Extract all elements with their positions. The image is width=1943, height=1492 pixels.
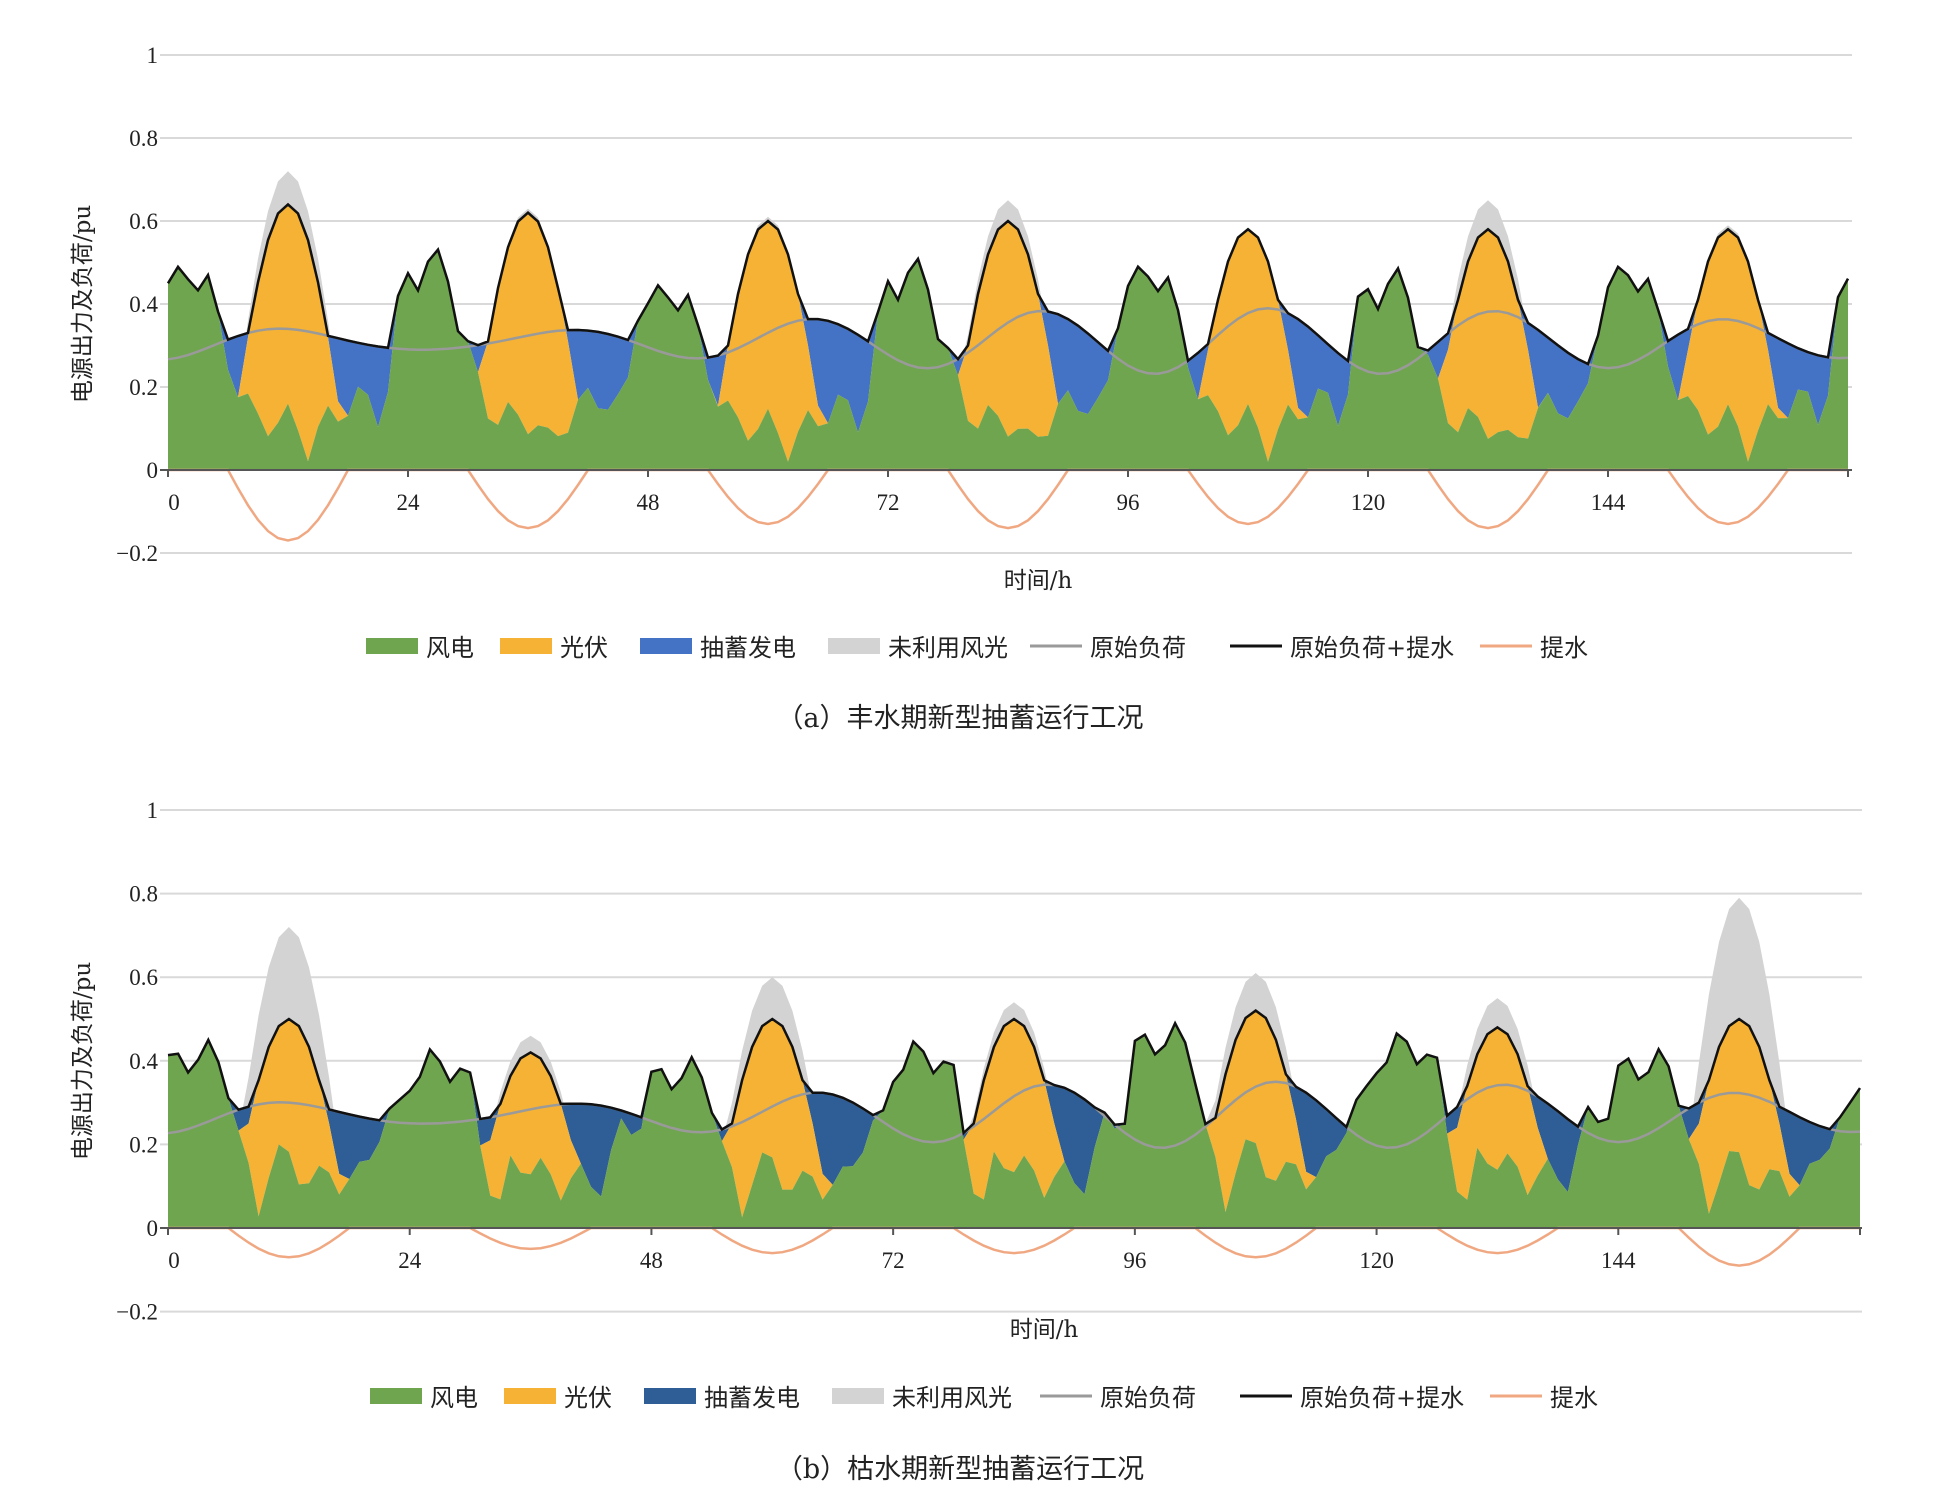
x-tick-label: 144 (1591, 490, 1626, 515)
y-tick-label: 0.6 (129, 965, 158, 990)
legend-swatch (366, 638, 418, 654)
pumped-storage-area (168, 1010, 1860, 1197)
x-tick-label: 144 (1601, 1248, 1636, 1273)
wind-area (168, 1023, 1860, 1228)
pv-area (168, 1010, 1860, 1218)
legend-label: 原始负荷 (1100, 1384, 1196, 1412)
x-tick-label: 24 (397, 490, 421, 515)
x-tick-label: 24 (398, 1248, 422, 1273)
legend-swatch (644, 1388, 696, 1404)
legend-swatch (640, 638, 692, 654)
x-tick-label: 120 (1351, 490, 1386, 515)
legend-label: 原始负荷+提水 (1290, 634, 1454, 662)
y-tick-label: 0.2 (129, 1132, 158, 1157)
chart-panel-a: 1 0.8 0.6 0.4 0.2 0 −0.2 0 24 48 72 96 120 144 电源出力及负荷… (70, 43, 1852, 734)
x-tick-label: 0 (168, 1248, 180, 1273)
x-tick-label: 72 (882, 1248, 905, 1273)
legend-label: 风电 (426, 634, 474, 662)
y-tick-label: −0.2 (116, 541, 158, 566)
load-plus-pump-line (166, 202, 1850, 366)
legend-label: 光伏 (564, 1384, 612, 1412)
x-tick-label: 72 (877, 490, 900, 515)
legend-swatch (828, 638, 880, 654)
y-axis-label: 电源出力及负荷/pu (70, 962, 96, 1160)
panel-caption: （b）枯水期新型抽蓄运行工况 (776, 1454, 1144, 1485)
x-tick-label: 0 (168, 490, 180, 515)
y-tick-label: 0 (147, 458, 159, 483)
legend: 风电 光伏 抽蓄发电 未利用风光 原始负荷 原始负荷+提水 提水 (370, 1384, 1598, 1412)
legend-label: 未利用风光 (888, 634, 1008, 662)
wind-area (168, 249, 1848, 470)
legend-label: 风电 (430, 1384, 478, 1412)
y-tick-label: 0.8 (129, 882, 158, 907)
y-tick-label: 0.2 (129, 375, 158, 400)
y-tick-label: 0.6 (129, 209, 158, 234)
legend-swatch (500, 638, 552, 654)
y-tick-label: 1 (147, 43, 159, 68)
legend-label: 抽蓄发电 (700, 634, 796, 662)
y-tick-label: 0.8 (129, 126, 158, 151)
x-tick-label: 48 (640, 1248, 663, 1273)
y-tick-label: −0.2 (116, 1300, 158, 1325)
y-tick-label: 0.4 (129, 292, 158, 317)
legend-swatch (370, 1388, 422, 1404)
pv-area (168, 204, 1848, 462)
legend-label: 未利用风光 (892, 1384, 1012, 1412)
legend-label: 原始负荷+提水 (1300, 1384, 1464, 1412)
legend-label: 提水 (1550, 1384, 1598, 1412)
y-tick-label: 0 (147, 1216, 159, 1241)
pumped-storage-area (168, 204, 1848, 433)
x-axis-label: 时间/h (1004, 568, 1073, 594)
x-axis-label: 时间/h (1010, 1317, 1079, 1343)
load-plus-pump-line (167, 1009, 1862, 1136)
legend-label: 提水 (1540, 634, 1588, 662)
x-tick-label: 96 (1123, 1248, 1146, 1273)
legend-label: 原始负荷 (1090, 634, 1186, 662)
legend: 风电 光伏 抽蓄发电 未利用风光 原始负荷 原始负荷+提水 提水 (366, 634, 1588, 662)
legend-label: 光伏 (560, 634, 608, 662)
legend-swatch (832, 1388, 884, 1404)
x-tick-label: 48 (637, 490, 660, 515)
y-tick-label: 0.4 (129, 1049, 158, 1074)
panel-caption: （a）丰水期新型抽蓄运行工况 (776, 703, 1143, 734)
legend-label: 抽蓄发电 (704, 1384, 800, 1412)
x-tick-label: 120 (1359, 1248, 1394, 1273)
y-axis-label: 电源出力及负荷/pu (70, 205, 96, 403)
x-tick-label: 96 (1117, 490, 1140, 515)
legend-swatch (504, 1388, 556, 1404)
y-tick-label: 1 (147, 798, 159, 823)
chart-panel-b: 1 0.8 0.6 0.4 0.2 0 −0.2 0 24 48 72 96 120 144 电源出力及负荷… (70, 798, 1862, 1485)
